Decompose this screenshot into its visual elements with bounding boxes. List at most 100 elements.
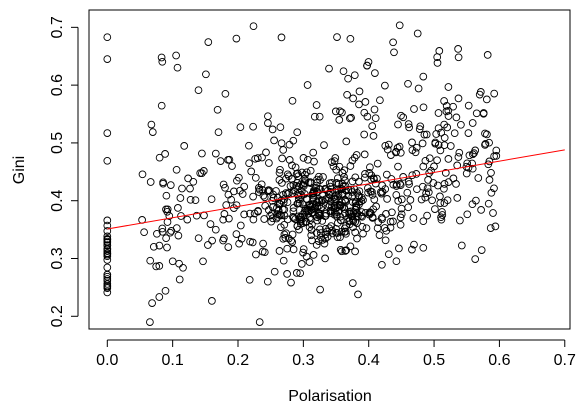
data-point [232,230,241,238]
data-point [103,156,112,165]
data-point [147,120,156,129]
data-point [408,138,416,147]
data-point [370,195,379,204]
data-point [175,259,183,268]
data-point [487,188,496,197]
data-point [444,178,453,186]
data-point [341,247,350,255]
data-point [320,239,329,248]
data-point [282,189,290,197]
data-point [140,228,148,237]
data-point [146,178,155,186]
data-point [456,216,464,225]
data-point [364,58,373,66]
x-tick-label: 0.1 [162,352,184,369]
data-point [103,276,112,285]
data-point [175,275,184,284]
data-point [254,207,262,216]
data-point [363,61,371,70]
data-point [384,250,393,259]
data-point [477,206,485,214]
data-point [384,140,393,149]
data-point [481,139,490,148]
data-point [228,162,236,170]
data-point [275,247,284,255]
data-point [423,184,432,193]
data-point [457,120,465,129]
data-point [219,180,228,189]
data-point [361,208,370,217]
data-point [295,225,303,234]
data-point [155,293,164,301]
data-point [214,128,223,137]
data-point [306,166,315,175]
data-point [167,227,176,235]
data-point [199,167,208,175]
data-point [172,51,180,60]
data-point [438,208,446,216]
data-point [404,79,412,88]
data-point [155,241,164,250]
data-point [103,33,112,42]
data-point [394,120,402,129]
data-point [148,128,157,136]
data-point [453,194,462,202]
data-point [173,63,182,72]
data-point [268,125,277,134]
data-point [277,139,286,148]
data-point [283,244,292,253]
data-point [372,202,380,211]
data-point [287,236,295,245]
data-point [414,84,423,93]
data-point [155,262,164,270]
data-point [264,112,272,121]
data-point [103,237,112,246]
data-point [208,236,216,245]
data-point [312,101,321,109]
data-point [330,157,339,165]
data-point [416,122,425,131]
data-point [408,245,416,254]
data-point [313,216,322,225]
data-point [442,107,451,116]
data-point [166,181,175,189]
data-point [287,278,295,287]
data-point [251,173,260,182]
data-point [224,190,233,199]
data-point [310,112,319,121]
data-point [444,83,453,91]
data-point [392,147,400,156]
data-point [380,224,389,232]
data-point [371,114,380,123]
regression-line [107,149,565,230]
data-point [174,231,183,240]
data-point [383,195,391,203]
data-point [297,260,306,268]
data-point [397,210,406,219]
data-point [168,257,177,266]
data-point [308,208,316,217]
data-point [307,231,316,240]
data-point [347,113,355,122]
data-point [323,194,331,203]
data-point [381,236,390,245]
data-point [284,172,293,181]
data-point [455,148,464,157]
data-point [285,156,294,164]
data-point [454,153,463,161]
data-point [103,55,112,63]
data-point [321,212,329,220]
data-point [432,130,441,138]
data-point [194,234,203,243]
data-point [341,182,350,190]
data-point [198,149,206,158]
data-point [317,229,325,237]
data-point [313,175,321,184]
data-point [204,241,212,249]
data-point [103,216,112,225]
data-point [365,169,374,177]
data-point [412,143,421,152]
data-point [236,123,245,132]
data-point [336,233,344,242]
data-point [288,161,296,170]
